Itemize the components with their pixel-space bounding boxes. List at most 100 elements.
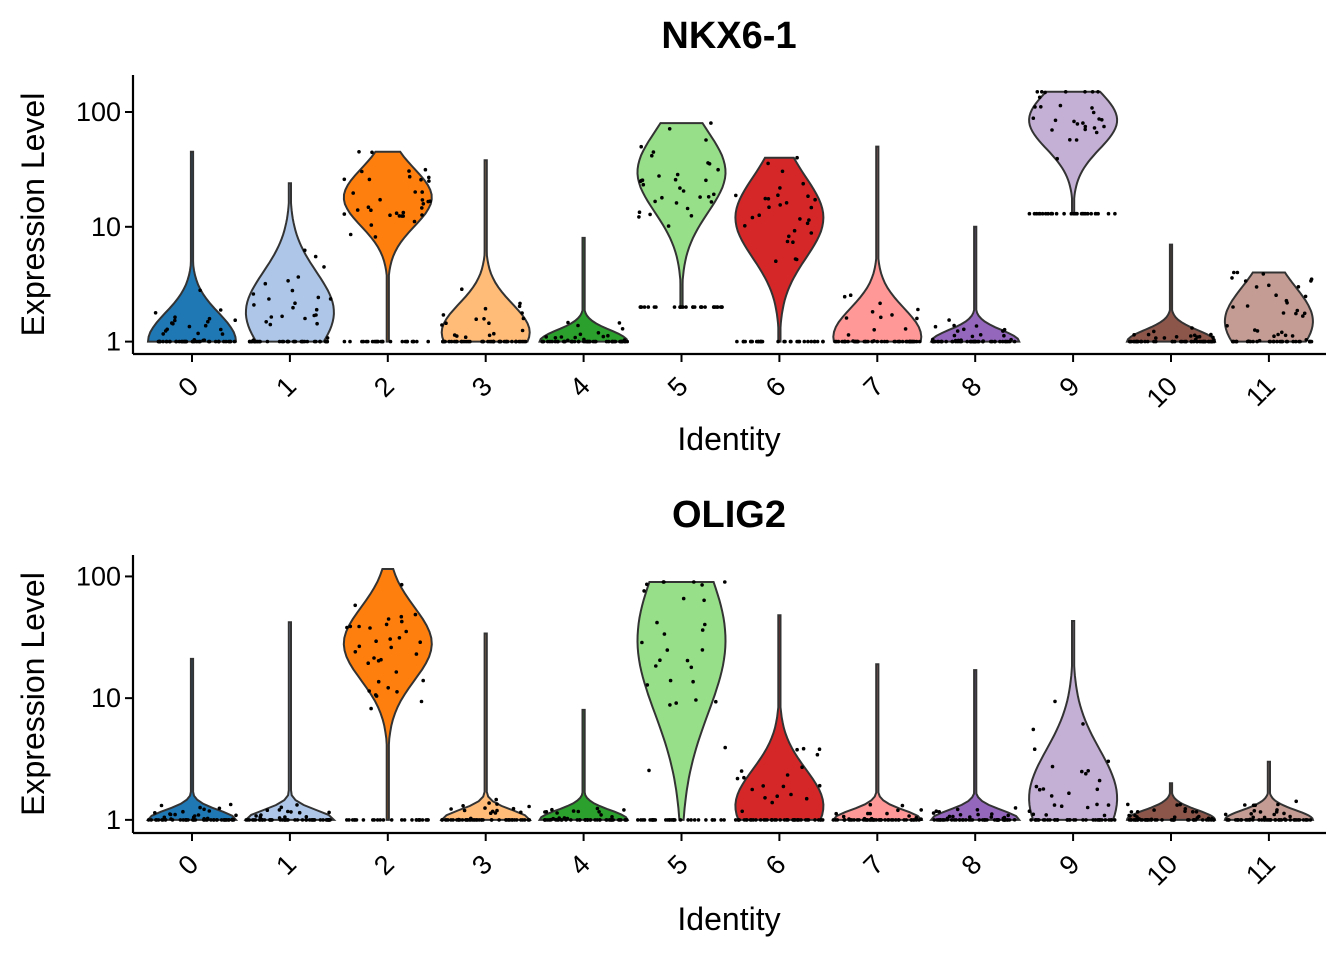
data-point — [833, 818, 838, 822]
data-point — [389, 818, 394, 822]
data-point — [384, 622, 389, 627]
data-point — [648, 212, 652, 217]
violin-group-3 — [440, 159, 531, 343]
data-point — [355, 208, 360, 212]
x-tick-label: 10 — [1141, 371, 1183, 413]
data-point — [366, 339, 370, 344]
data-point — [420, 198, 425, 202]
data-point — [722, 818, 726, 822]
data-point — [1084, 771, 1088, 776]
data-point — [672, 305, 677, 309]
data-point — [421, 202, 426, 206]
data-point — [146, 818, 151, 822]
data-point — [866, 339, 870, 344]
data-point — [1081, 818, 1085, 822]
data-point — [622, 808, 626, 812]
data-point — [361, 818, 366, 822]
data-point — [1040, 211, 1045, 216]
data-point — [782, 818, 787, 822]
data-point — [379, 339, 383, 344]
data-point — [596, 331, 601, 335]
data-point — [174, 339, 179, 344]
data-point — [1225, 818, 1229, 822]
data-point — [1277, 818, 1281, 822]
data-point — [348, 339, 352, 344]
data-point — [1191, 810, 1195, 814]
data-point — [940, 339, 944, 344]
data-point — [578, 332, 583, 337]
data-point — [1254, 285, 1259, 289]
data-point — [253, 339, 257, 344]
data-point — [650, 153, 654, 158]
y-tick-label: 10 — [91, 212, 121, 242]
data-point — [914, 818, 919, 822]
data-point — [295, 803, 299, 807]
data-point — [569, 818, 573, 822]
data-point — [617, 321, 622, 325]
data-point — [1050, 211, 1054, 216]
data-point — [1054, 211, 1059, 216]
data-point — [957, 818, 962, 822]
data-point — [367, 177, 372, 182]
data-point — [902, 818, 906, 822]
data-point — [617, 818, 622, 822]
data-point — [750, 215, 755, 220]
data-point — [855, 818, 860, 822]
data-point — [285, 339, 290, 344]
data-point — [1230, 276, 1234, 280]
data-point — [1106, 211, 1111, 216]
data-point — [694, 698, 698, 702]
x-tick-label: 4 — [564, 849, 596, 881]
data-point — [228, 802, 233, 807]
data-point — [964, 818, 968, 822]
data-point — [781, 784, 786, 789]
data-point — [741, 339, 746, 344]
data-point — [404, 629, 409, 634]
data-point — [1080, 769, 1084, 774]
data-point — [1100, 118, 1104, 122]
data-point — [280, 314, 284, 319]
data-point — [1197, 814, 1201, 819]
violin-group-2 — [342, 568, 433, 821]
data-point — [935, 818, 939, 822]
data-point — [286, 279, 290, 283]
data-point — [518, 339, 523, 344]
data-point — [482, 317, 486, 321]
data-point — [769, 818, 774, 822]
data-point — [569, 339, 574, 344]
data-point — [527, 804, 531, 809]
data-point — [763, 796, 767, 800]
data-point — [1162, 336, 1167, 340]
data-point — [891, 818, 895, 822]
data-point — [801, 746, 806, 751]
data-point — [202, 807, 206, 812]
data-point — [1097, 778, 1102, 783]
violin-group-7 — [832, 145, 923, 343]
data-point — [514, 818, 519, 822]
data-point — [1139, 339, 1144, 344]
data-point — [444, 321, 448, 326]
data-point — [1095, 802, 1099, 807]
data-point — [1012, 818, 1017, 822]
y-tick-label: 10 — [91, 683, 121, 713]
data-point — [177, 339, 182, 344]
data-point — [420, 190, 425, 194]
data-point — [400, 818, 404, 822]
data-point — [766, 161, 770, 166]
data-point — [394, 670, 399, 674]
data-point — [153, 811, 157, 815]
data-point — [696, 818, 701, 822]
data-point — [169, 817, 173, 821]
data-point — [498, 339, 502, 344]
data-point — [977, 339, 981, 344]
data-point — [202, 818, 206, 822]
data-point — [181, 339, 186, 344]
data-point — [944, 339, 948, 344]
data-point — [165, 327, 169, 332]
data-point — [989, 815, 994, 819]
data-point — [554, 817, 558, 822]
data-point — [412, 219, 417, 224]
x-tick-label: 5 — [662, 371, 694, 403]
data-point — [1126, 802, 1130, 807]
data-point — [1091, 818, 1095, 822]
